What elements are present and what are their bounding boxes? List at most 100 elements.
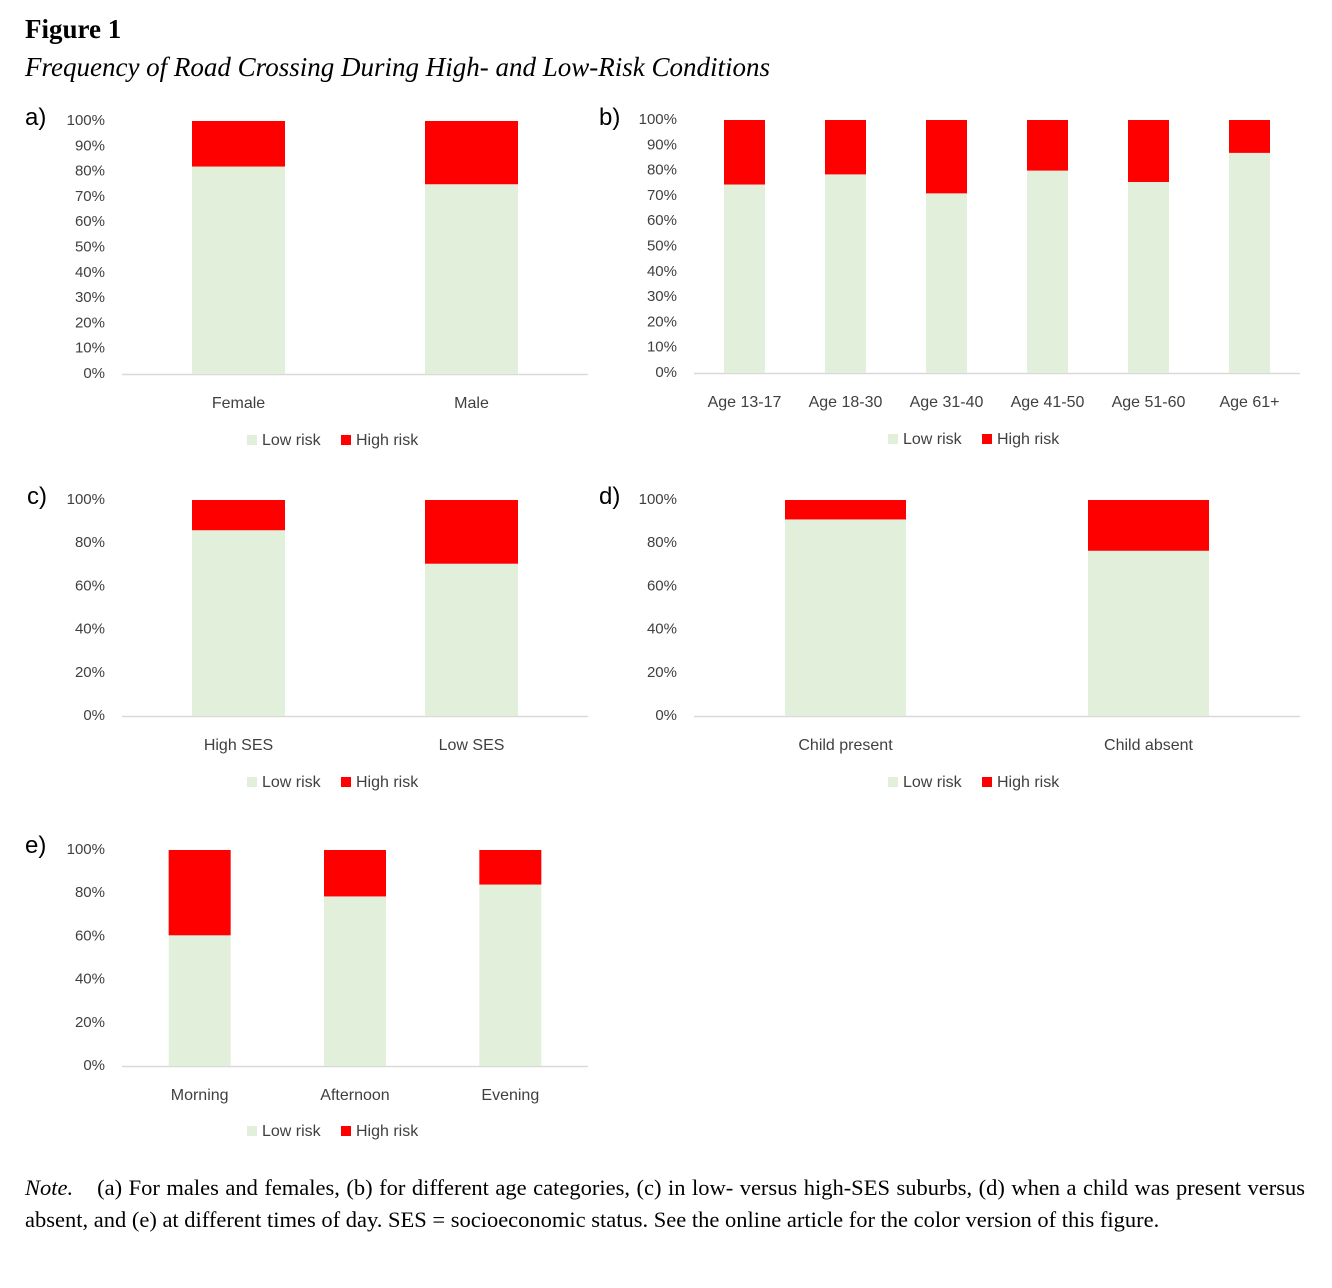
y-tick-label: 100%	[639, 111, 677, 128]
figure-title: Frequency of Road Crossing During High- …	[25, 52, 770, 82]
y-tick-label: 10%	[647, 339, 677, 356]
y-tick-label: 80%	[75, 163, 105, 180]
bar-low-risk	[1088, 550, 1209, 716]
x-category-label: Evening	[481, 1087, 539, 1104]
bar-high-risk	[324, 850, 386, 897]
bar-high-risk	[724, 120, 765, 185]
legend-label-high-risk: High risk	[356, 774, 419, 791]
y-tick-label: 50%	[647, 237, 677, 254]
bar-high-risk	[425, 500, 518, 564]
legend-label-low-risk: Low risk	[903, 774, 963, 791]
y-tick-label: 40%	[75, 264, 105, 281]
bar-low-risk	[168, 935, 231, 1066]
y-tick-label: 80%	[647, 162, 677, 179]
y-tick-label: 50%	[75, 238, 105, 255]
y-tick-label: 20%	[75, 1014, 105, 1031]
x-category-label: Age 51-60	[1112, 394, 1186, 411]
y-tick-label: 20%	[75, 664, 105, 681]
y-tick-label: 10%	[75, 340, 105, 357]
legend-label-low-risk: Low risk	[262, 1123, 322, 1140]
figure-label: Figure 1	[25, 14, 122, 44]
legend-label-low-risk: Low risk	[262, 432, 322, 449]
x-category-label: Age 31-40	[910, 394, 984, 411]
y-tick-label: 60%	[647, 577, 677, 594]
x-category-label: Age 18-30	[809, 394, 883, 411]
x-category-label: Morning	[171, 1087, 229, 1104]
y-tick-label: 100%	[67, 841, 105, 858]
x-category-label: Afternoon	[320, 1087, 389, 1104]
legend-swatch-low-risk	[247, 435, 257, 445]
legend-swatch-low-risk	[247, 777, 257, 787]
y-tick-label: 20%	[75, 314, 105, 331]
y-tick-label: 80%	[75, 534, 105, 551]
legend-swatch-high-risk	[341, 777, 351, 787]
bar-high-risk	[926, 120, 967, 194]
bar-high-risk	[192, 121, 285, 167]
x-category-label: Child present	[798, 737, 893, 754]
bar-low-risk	[324, 896, 386, 1066]
y-tick-label: 40%	[647, 263, 677, 280]
y-tick-label: 40%	[75, 971, 105, 988]
y-tick-label: 60%	[75, 577, 105, 594]
y-tick-label: 70%	[75, 188, 105, 205]
y-tick-label: 60%	[75, 927, 105, 944]
y-tick-label: 100%	[639, 491, 677, 508]
y-tick-label: 100%	[67, 112, 105, 129]
bar-high-risk	[479, 850, 542, 885]
bar-low-risk	[479, 884, 542, 1066]
legend-swatch-high-risk	[341, 1126, 351, 1136]
y-tick-label: 20%	[647, 664, 677, 681]
bar-high-risk	[425, 121, 518, 185]
bar-low-risk	[724, 184, 765, 373]
note-text: (a) For males and females, (b) for diffe…	[25, 1175, 1305, 1232]
y-tick-label: 100%	[67, 491, 105, 508]
y-tick-label: 0%	[83, 707, 105, 724]
bar-high-risk	[1229, 120, 1270, 153]
chart-panel-3: 0% 20% 40% 60% 80% 100% High SES Low SES Low ris…	[67, 491, 588, 791]
y-tick-label: 30%	[75, 289, 105, 306]
legend-label-low-risk: Low risk	[262, 774, 322, 791]
figure-charts: 0% 10% 20% 30% 40% 50% 60% 70% 80% 90% 100% Female M…	[67, 111, 1300, 1140]
chart-panel-2: 0% 10% 20% 30% 40% 50% 60% 70% 80% 90% 100% Age 13-…	[639, 111, 1300, 448]
legend-swatch-low-risk	[888, 777, 898, 787]
chart-panel-5: 0% 20% 40% 60% 80% 100% Morning Afternoon Evenin…	[67, 841, 588, 1140]
bar-high-risk	[1128, 120, 1169, 182]
chart-panel-1: 0% 10% 20% 30% 40% 50% 60% 70% 80% 90% 100% Female M…	[67, 112, 588, 449]
y-tick-label: 0%	[655, 707, 677, 724]
panel-e-letter: e)	[25, 832, 47, 859]
bar-low-risk	[425, 184, 518, 374]
legend-swatch-high-risk	[982, 777, 992, 787]
legend-swatch-low-risk	[247, 1126, 257, 1136]
y-tick-label: 0%	[83, 1057, 105, 1074]
y-tick-label: 80%	[75, 884, 105, 901]
x-category-label: Low SES	[439, 737, 505, 754]
x-category-label: Age 13-17	[708, 394, 782, 411]
legend-label-high-risk: High risk	[356, 432, 419, 449]
panel-c-letter: c)	[27, 483, 47, 510]
legend-label-high-risk: High risk	[356, 1123, 419, 1140]
y-tick-label: 60%	[75, 213, 105, 230]
bar-high-risk	[1088, 500, 1209, 551]
x-category-label: High SES	[204, 737, 273, 754]
y-tick-label: 90%	[647, 136, 677, 153]
x-category-label: Female	[212, 395, 265, 412]
y-tick-label: 60%	[647, 212, 677, 229]
bar-high-risk	[168, 850, 231, 936]
bar-low-risk	[1128, 181, 1169, 373]
bar-low-risk	[192, 530, 285, 716]
y-tick-label: 20%	[647, 313, 677, 330]
panel-d-letter: d)	[599, 483, 621, 510]
bar-low-risk	[1229, 152, 1270, 373]
chart-panel-4: 0% 20% 40% 60% 80% 100% Child present Child abs…	[639, 491, 1300, 791]
bar-low-risk	[926, 193, 967, 373]
legend-swatch-high-risk	[341, 435, 351, 445]
x-category-label: Age 41-50	[1011, 394, 1085, 411]
y-tick-label: 0%	[655, 364, 677, 381]
y-tick-label: 30%	[647, 288, 677, 305]
y-tick-label: 40%	[75, 621, 105, 638]
legend-label-high-risk: High risk	[997, 431, 1060, 448]
figure-note: Note. (a) For males and females, (b) for …	[25, 1172, 1305, 1236]
x-category-label: Child absent	[1104, 737, 1194, 754]
panel-a-letter: a)	[25, 104, 47, 131]
bar-high-risk	[785, 500, 906, 520]
